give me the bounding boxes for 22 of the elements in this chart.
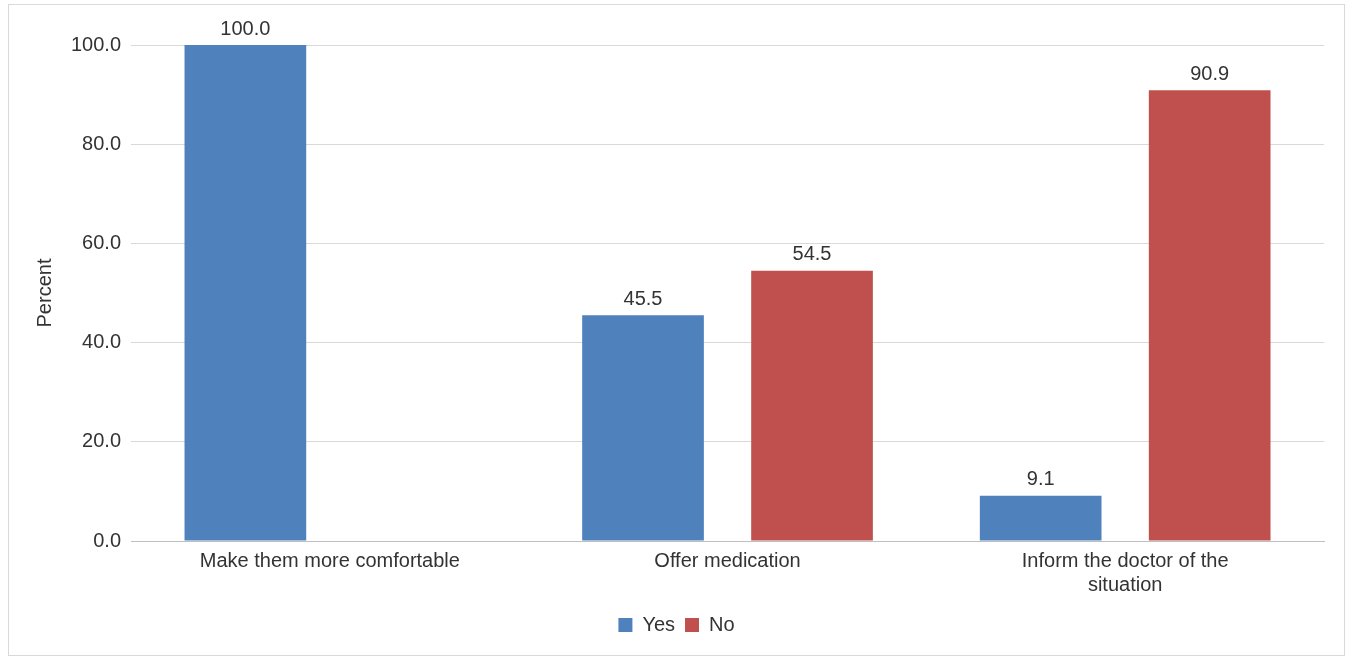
bar [751, 270, 873, 541]
bar [184, 45, 307, 541]
x-tick-label: Offer medication [654, 548, 801, 571]
data-label: 45.5 [623, 286, 663, 309]
bar [979, 495, 1102, 541]
y-tick-label: 80.0 [82, 131, 122, 154]
x-tick-label: Inform the doctor of the situation [1021, 548, 1229, 595]
bar [1148, 90, 1271, 541]
data-label: 90.9 [1190, 61, 1230, 84]
legend-label: Yes [642, 612, 676, 635]
bar [582, 315, 704, 541]
y-tick-label: 20.0 [82, 429, 122, 452]
data-label: 54.5 [792, 242, 832, 265]
data-label: 9.1 [1026, 467, 1055, 490]
y-tick-label: 60.0 [82, 230, 122, 253]
y-tick-label: 100.0 [70, 32, 122, 55]
legend-label: No [709, 612, 735, 635]
x-tick-label: Make them more comfortable [199, 548, 460, 571]
data-label: 100.0 [220, 16, 271, 39]
y-tick-label: 40.0 [82, 330, 122, 353]
y-tick-label: 0.0 [93, 528, 122, 551]
y-axis-title: Percent [32, 258, 55, 328]
